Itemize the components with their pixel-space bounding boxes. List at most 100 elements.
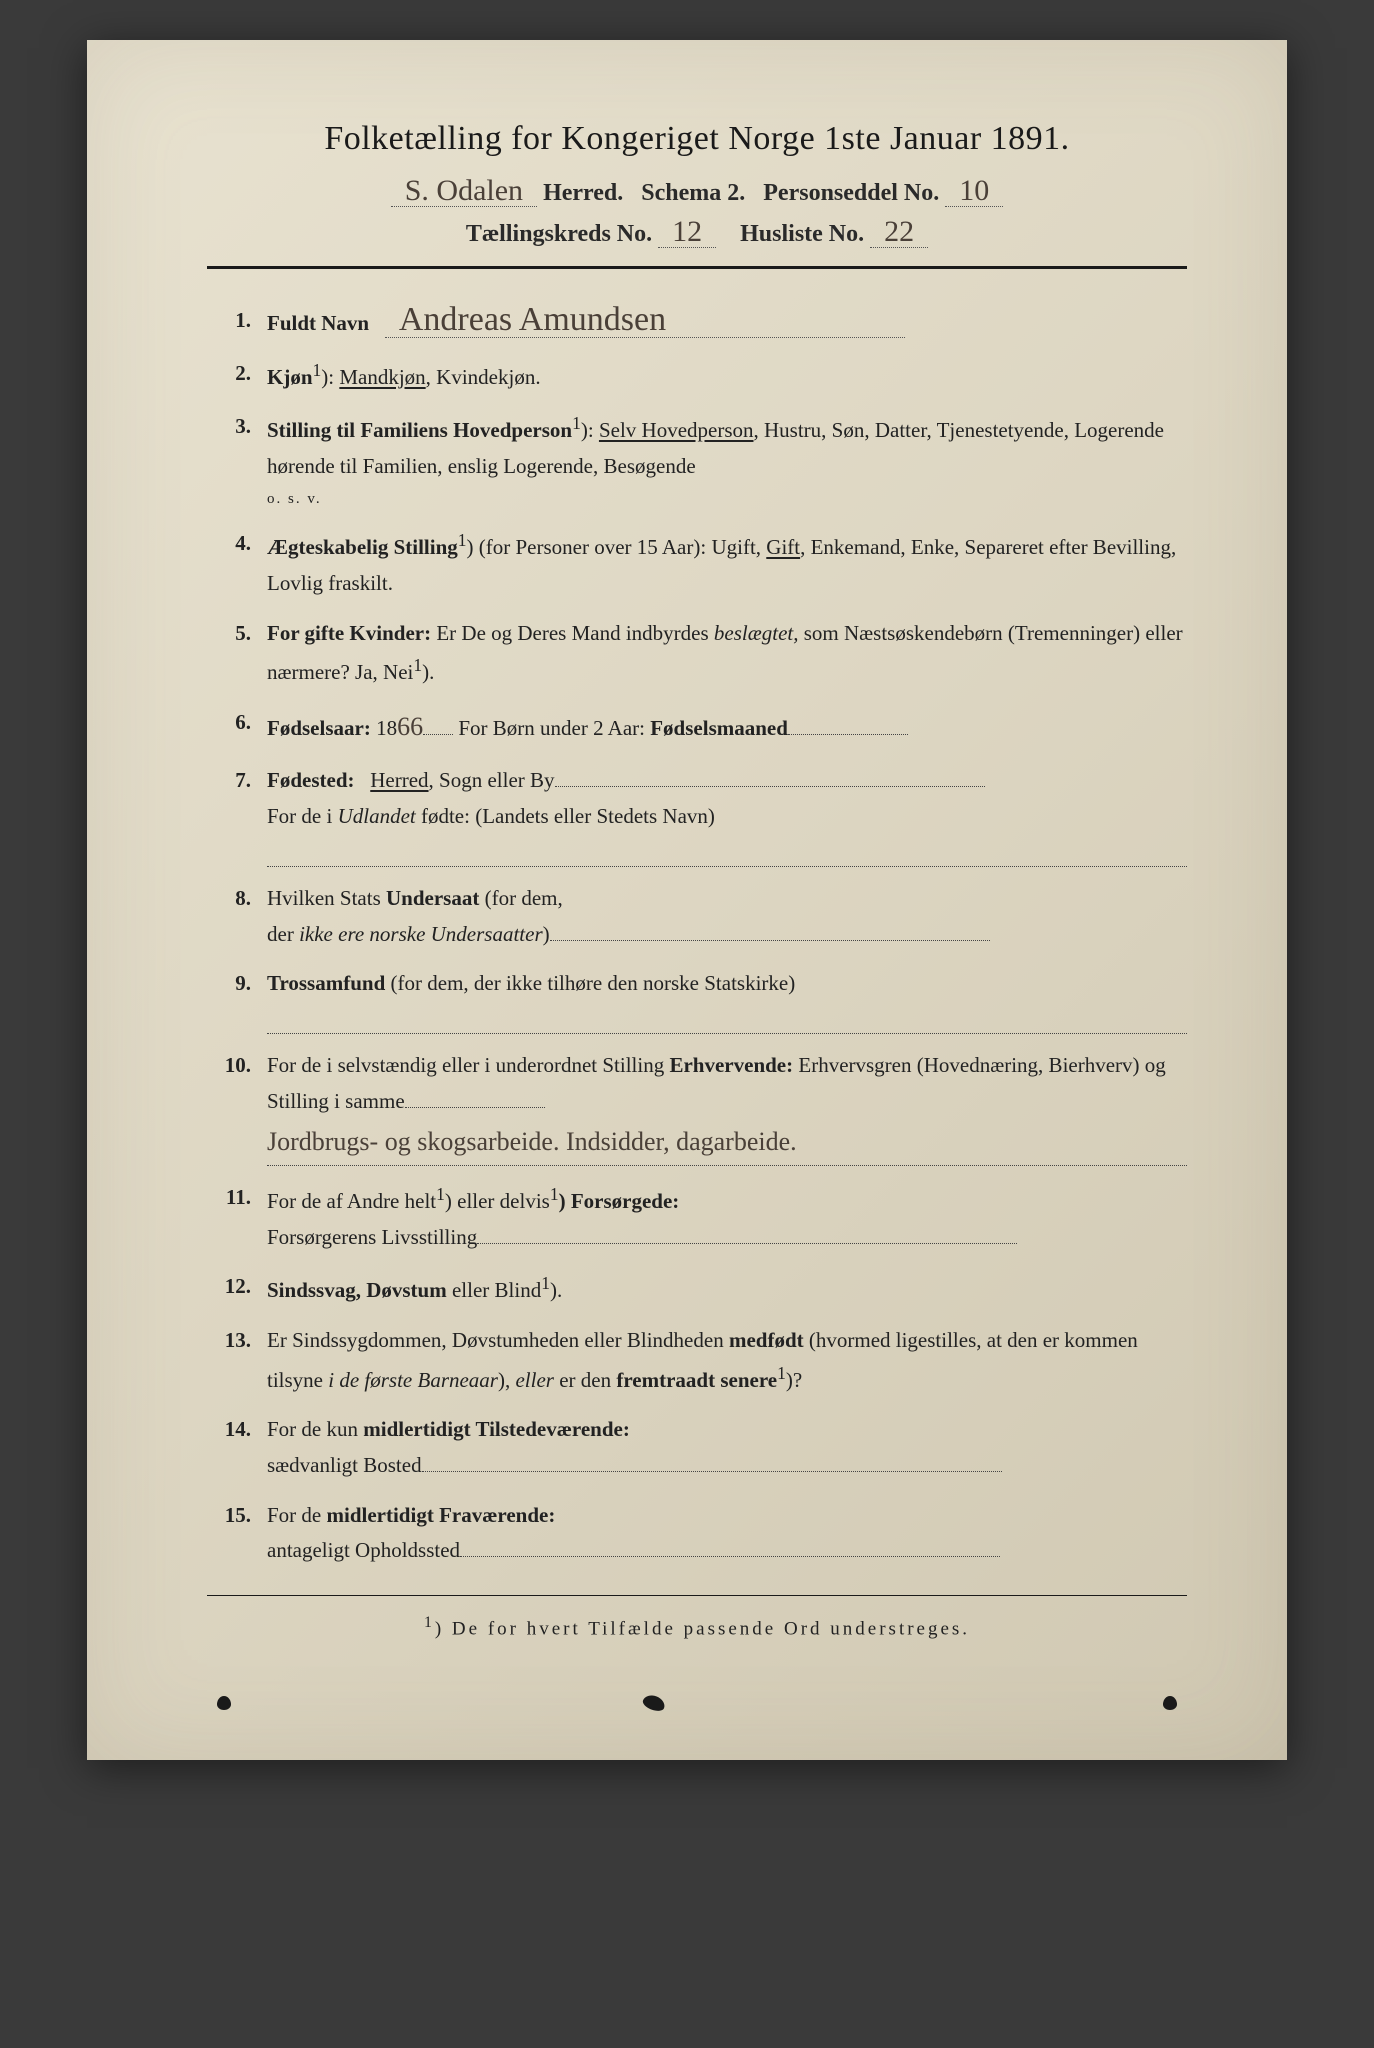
text: ) [543,922,550,946]
field-label: For gifte Kvinder: [267,621,431,645]
item-body: Er Sindssygdommen, Døvstumheden eller Bl… [267,1323,1187,1398]
field-label: Erhvervende: [669,1053,793,1077]
item-body: For de midlertidigt Fraværende: antageli… [267,1498,1187,1569]
footnote-ref: 1 [436,1184,445,1204]
dotted-fill-line [267,1005,1187,1034]
item-body: Stilling til Familiens Hovedperson1): Se… [267,409,1187,512]
item-4: 4. Ægteskabelig Stilling1) (for Personer… [217,526,1187,601]
footnote-ref: 1 [313,360,322,380]
sub-line: Forsørgerens Livsstilling [267,1220,1187,1256]
item-body: Trossamfund (for dem, der ikke tilhøre d… [267,966,1187,1034]
census-form-page: Folketælling for Kongeriget Norge 1ste J… [87,40,1287,1760]
sub-line: For de i Udlandet fødte: (Landets eller … [267,799,1187,835]
item-body: Ægteskabelig Stilling1) (for Personer ov… [267,526,1187,601]
text: For Børn under 2 Aar: [453,716,650,740]
item-7: 7. Fødested: Herred, Sogn eller By For d… [217,763,1187,867]
dotted-line [788,734,908,735]
herred-label: Herred. [543,180,623,207]
text: ) (for Personer over 15 Aar): Ugift, [467,535,767,559]
text: For de af Andre helt [267,1189,436,1213]
item-body: For gifte Kvinder: Er De og Deres Mand i… [267,616,1187,691]
form-header: Folketælling for Kongeriget Norge 1ste J… [207,120,1187,248]
item-body: Fødested: Herred, Sogn eller By For de i… [267,763,1187,867]
item-9: 9. Trossamfund (for dem, der ikke tilhør… [217,966,1187,1034]
text: (for dem, [479,886,562,910]
item-number: 7. [217,763,267,867]
personseddel-no-handwritten: 10 [945,176,1003,207]
option-selected: Gift [766,535,800,559]
footnote-ref: 1 [777,1363,786,1383]
item-number: 10. [217,1048,267,1166]
field-label: Fuldt Navn [267,311,369,335]
footnote-ref: 1 [413,655,422,675]
text: der [267,922,299,946]
text: er den [554,1368,616,1392]
item-number: 12. [217,1269,267,1309]
footnote-ref: 1 [572,413,581,433]
field-label: Fødested: [267,768,355,792]
text: ): [321,365,339,389]
fullname-handwritten: Andreas Amundsen [385,303,905,338]
text: For de i selvstændig eller i underordnet… [267,1053,669,1077]
text: antageligt Opholdssted [267,1538,460,1562]
italic-text: i de første Barneaar [328,1368,498,1392]
option-selected: Mandkjøn [339,365,425,389]
item-6: 6. Fødselsaar: 1866 For Børn under 2 Aar… [217,705,1187,749]
form-items: 1. Fuldt Navn Andreas Amundsen 2. Kjøn1)… [207,303,1187,1569]
kreds-no-handwritten: 12 [658,217,716,248]
item-body: For de af Andre helt1) eller delvis1) Fo… [267,1180,1187,1255]
item-number: 1. [217,303,267,342]
herred-handwritten: S. Odalen [391,176,537,207]
year-prefix: 18 [371,716,397,740]
schema-label: Schema 2. [641,180,745,207]
text: For de [267,1503,327,1527]
field-label: Stilling til Familiens Hovedperson [267,418,572,442]
italic-text: ikke ere norske Undersaatter [299,922,543,946]
osv-text: o. s. v. [267,487,1187,513]
text: Er Sindssygdommen, Døvstumheden eller Bl… [267,1328,729,1352]
item-10: 10. For de i selvstændig eller i underor… [217,1048,1187,1166]
item-number: 15. [217,1498,267,1569]
field-label: midlertidigt Fraværende: [327,1503,556,1527]
item-15: 15. For de midlertidigt Fraværende: anta… [217,1498,1187,1569]
footnote-marker: 1 [424,1614,435,1631]
dotted-fill-line [267,838,1187,867]
item-number: 8. [217,881,267,952]
text: ), [498,1368,516,1392]
text: Er De og Deres Mand indbyrdes [431,621,714,645]
item-number: 4. [217,526,267,601]
text: Hvilken Stats [267,886,386,910]
header-divider [207,266,1187,269]
footnote-ref: 1 [458,530,467,550]
item-2: 2. Kjøn1): Mandkjøn, Kvindekjøn. [217,356,1187,396]
item-body: For de kun midlertidigt Tilstedeværende:… [267,1412,1187,1483]
field-label: midlertidigt Tilstedeværende: [363,1417,630,1441]
item-1: 1. Fuldt Navn Andreas Amundsen [217,303,1187,342]
field-label: Fødselsaar: [267,716,371,740]
sub-line: der ikke ere norske Undersaatter) [267,917,1187,953]
separator: , [426,365,437,389]
footnote: 1) De for hvert Tilfælde passende Ord un… [207,1614,1187,1640]
text: fødte: (Landets eller Stedets Navn) [416,804,715,828]
text: , Sogn eller By [429,768,555,792]
personseddel-label: Personseddel No. [763,180,939,207]
dotted-line [477,1243,1017,1244]
text: ). [550,1278,562,1302]
italic-text: beslægtet, [714,621,799,645]
text: )? [786,1368,802,1392]
option: Kvindekjøn. [436,365,540,389]
dotted-line [555,786,985,787]
text: ). [422,660,434,684]
text: ) eller delvis [445,1189,550,1213]
italic-text: eller [515,1368,553,1392]
sub-line: sædvanligt Bosted [267,1448,1187,1484]
field-label: ) Forsørgede: [559,1189,680,1213]
dotted-line [405,1107,545,1108]
field-label: Kjøn [267,365,313,389]
item-number: 9. [217,966,267,1034]
item-13: 13. Er Sindssygdommen, Døvstumheden elle… [217,1323,1187,1398]
kreds-label: Tællingskreds No. [466,221,652,248]
option-selected: Selv Hovedperson [599,418,754,442]
item-14: 14. For de kun midlertidigt Tilstedevære… [217,1412,1187,1483]
paper-defect-icon [1163,1696,1177,1710]
